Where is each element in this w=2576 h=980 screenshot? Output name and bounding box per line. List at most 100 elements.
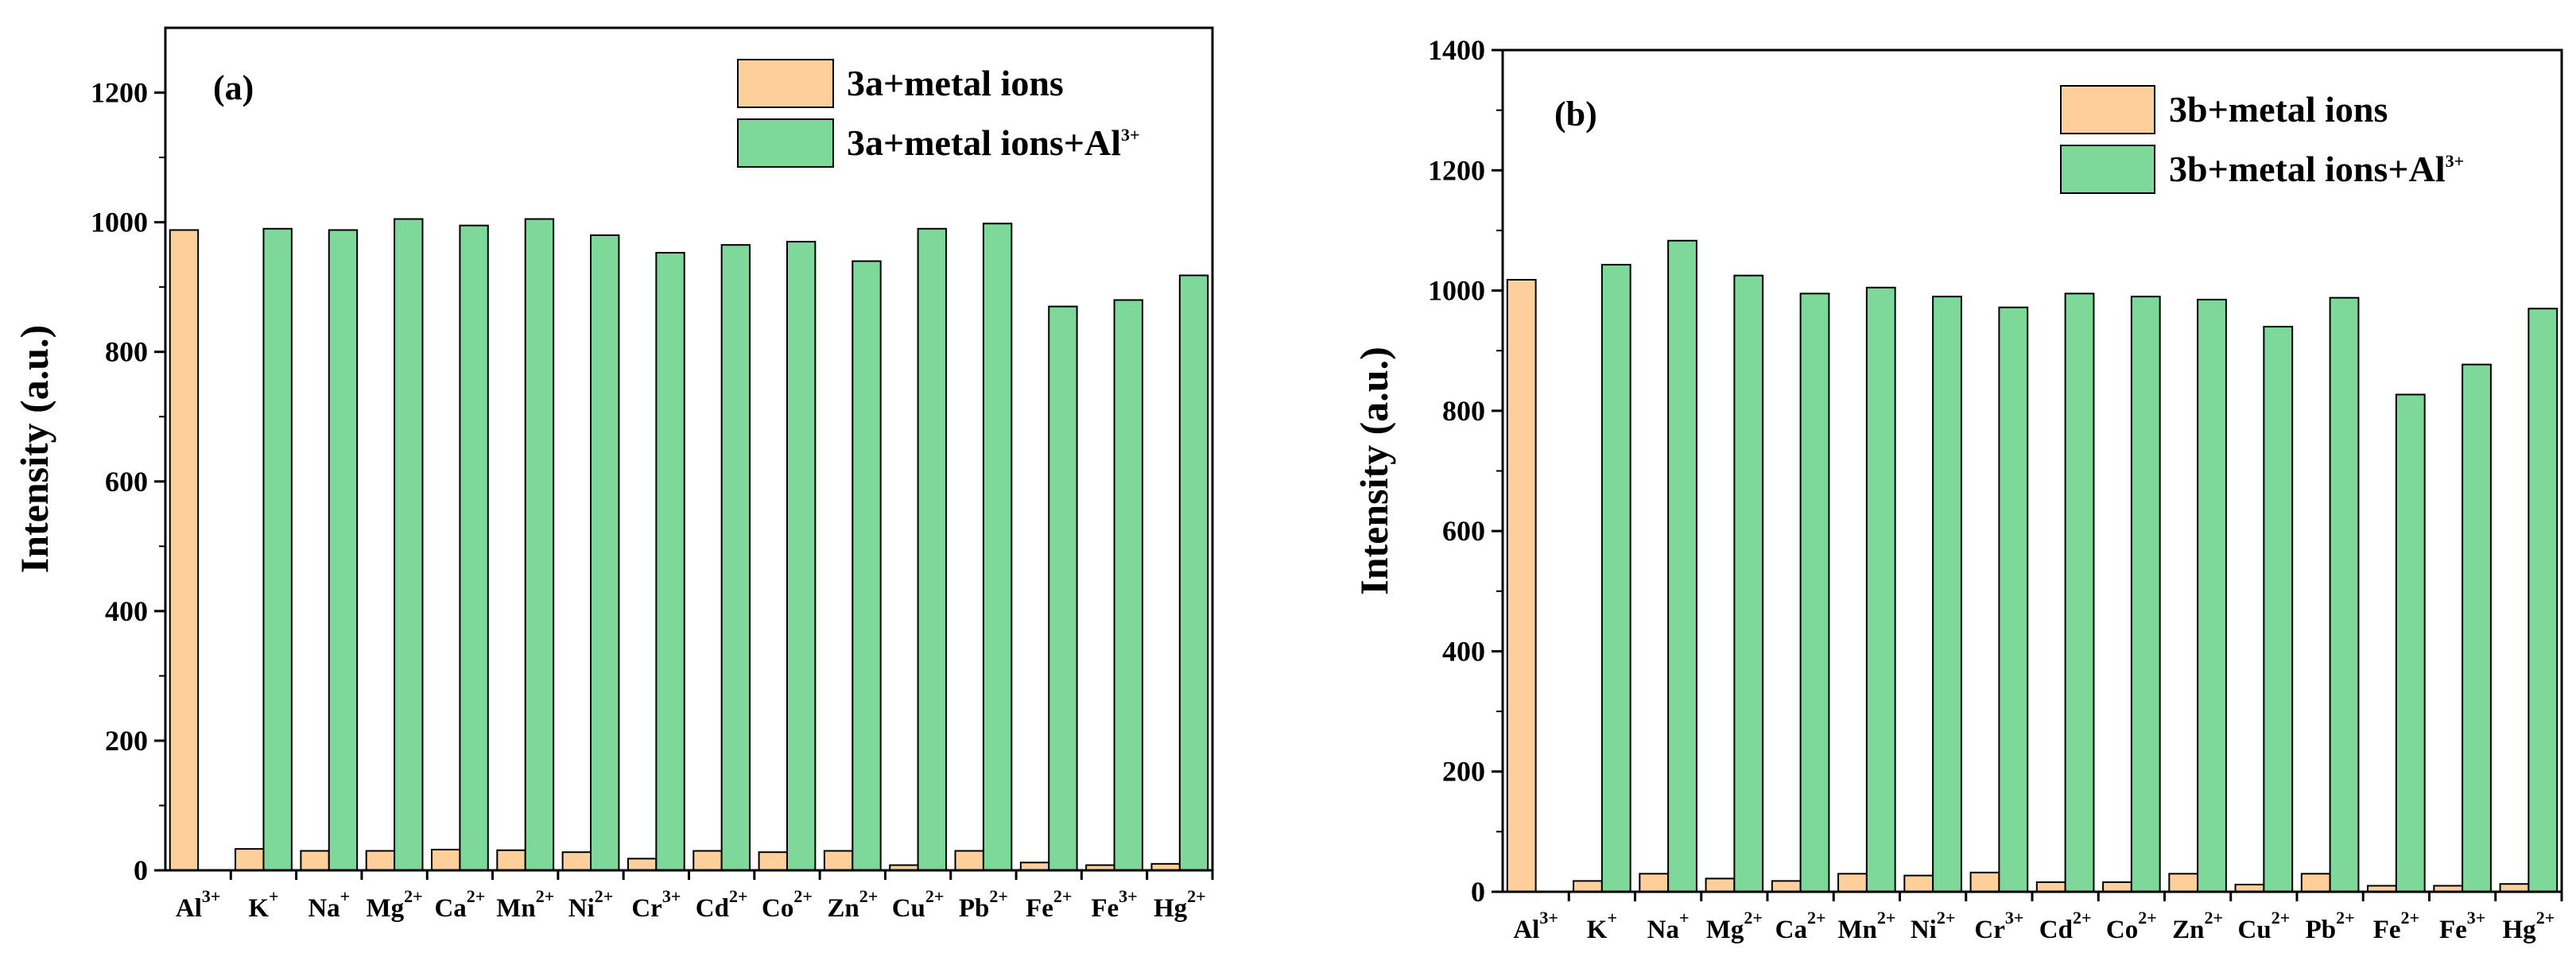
bar-metal-ions-mn-5 [496, 849, 526, 871]
legend-label-1-base: 3b+metal ions+Al [2169, 149, 2446, 189]
bar-metal-ions-cd-8 [692, 850, 723, 871]
x-tick-label-mn-5-sup: 2+ [1877, 908, 1896, 928]
bar-metal-ions-al-k-1 [262, 227, 293, 871]
x-tick-label-hg-15-base: Hg [2503, 916, 2537, 944]
x-tick-label-k-1: K+ [1587, 908, 1617, 944]
x-tick-label-zn-10-base: Zn [827, 894, 859, 923]
y-tick-label: 1400 [1428, 34, 1485, 66]
y-tick-label: 800 [1442, 395, 1485, 427]
x-tick-label-cu-11: Cu2+ [892, 886, 945, 923]
bar-metal-ions-pb-12 [2300, 873, 2331, 893]
y-tick-label: 200 [105, 725, 148, 757]
x-tick-label-zn-10: Zn2+ [2172, 908, 2223, 944]
x-tick-label-pb-12: Pb2+ [959, 886, 1008, 923]
bar-metal-ions-al-fe-14 [1113, 299, 1143, 871]
x-tick-label-mn-5: Mn2+ [496, 886, 554, 923]
x-tick-label-na-2-base: Na [308, 894, 339, 923]
bar-metal-ions-al-cr-7 [1998, 306, 2029, 893]
legend-label-1: 3a+metal ions+Al3+ [847, 122, 1140, 163]
y-tick-label: 1200 [1428, 154, 1485, 186]
x-tick-label-co-9-base: Co [762, 894, 793, 923]
y-tick-label: 400 [105, 595, 148, 627]
x-tick-label-cu-11-base: Cu [2238, 916, 2271, 944]
x-tick-label-cr-7-base: Cr [1974, 916, 2004, 944]
legend-label-1: 3b+metal ions+Al3+ [2169, 149, 2464, 189]
x-tick-label-k-1-sup: + [1607, 908, 1617, 928]
x-tick-label-na-2: Na+ [308, 886, 350, 923]
bar-metal-ions-al-k-1 [1600, 264, 1631, 893]
bar-metal-ions-k-1 [235, 848, 265, 871]
x-tick-label-mn-5-base: Mn [1837, 916, 1877, 944]
plot-frame [1501, 48, 2563, 893]
x-tick-label-al-0: Al3+ [176, 886, 221, 923]
x-tick-label-fe-13-base: Fe [2373, 916, 2401, 944]
y-axis-title: Intensity (a.u.) [12, 325, 56, 574]
bar-metal-ions-al-mn-5 [1865, 286, 1896, 893]
bar-metal-ions-mg-3 [1705, 877, 1736, 893]
y-tick-label: 600 [105, 466, 148, 498]
x-tick-label-ni-6-sup: 2+ [1937, 908, 1956, 928]
x-tick-label-al-0-base: Al [176, 894, 202, 923]
x-tick-label-cr-7-sup: 3+ [2005, 908, 2024, 928]
legend-swatch-1 [2060, 145, 2155, 194]
y-tick-label: 1000 [91, 207, 148, 238]
x-tick-label-zn-10-sup: 2+ [2205, 908, 2224, 928]
x-tick-label-cr-7: Cr3+ [631, 886, 681, 923]
bar-metal-ions-al-ni-6 [590, 234, 620, 871]
x-tick-label-fe-13-base: Fe [1026, 894, 1053, 923]
y-tick-label: 1200 [91, 77, 148, 109]
legend-swatch-0 [2060, 85, 2155, 134]
plot-frame [164, 26, 1214, 872]
bar-metal-ions-ca-4 [431, 848, 461, 872]
bar-metal-ions-al-fe-13 [2395, 393, 2426, 893]
x-tick-label-zn-10-sup: 2+ [859, 886, 879, 906]
x-tick-label-al-0: Al3+ [1513, 908, 1558, 944]
x-tick-label-cd-8-base: Cd [2039, 916, 2073, 944]
x-tick-label-mg-3-base: Mg [1706, 916, 1744, 944]
x-tick-label-ca-4-sup: 2+ [1807, 908, 1826, 928]
x-tick-label-hg-15: Hg2+ [1154, 886, 1206, 923]
legend-label-0-base: 3b+metal ions [2169, 89, 2388, 130]
bar-metal-ions-ni-6 [1903, 874, 1934, 893]
bar-metal-ions-co-9 [758, 851, 788, 871]
legend-label-1-sup: 3+ [2446, 151, 2465, 171]
bar-metal-ions-al-cu-11 [917, 227, 947, 871]
legend-label-0: 3a+metal ions [847, 63, 1064, 103]
x-tick-label-fe-13: Fe2+ [2373, 908, 2419, 944]
x-tick-label-mg-3-sup: 2+ [404, 886, 423, 906]
x-tick-label-mn-5-base: Mn [496, 894, 536, 923]
x-tick-label-hg-15-base: Hg [1154, 894, 1188, 923]
x-tick-label-mg-3-sup: 2+ [1744, 908, 1763, 928]
x-tick-label-cd-8-sup: 2+ [729, 886, 748, 906]
y-tick-label: 400 [1442, 635, 1485, 667]
x-tick-label-pb-12-sup: 2+ [989, 886, 1008, 906]
x-tick-label-cd-8: Cd2+ [2039, 908, 2092, 944]
bar-metal-ions-al-mg-3 [1733, 274, 1764, 893]
y-tick-label: 0 [1471, 876, 1485, 908]
bar-metal-ions-mn-5 [1837, 873, 1868, 893]
bar-metal-ions-ca-4 [1771, 880, 1802, 893]
bar-metal-ions-al-pb-12 [982, 223, 1013, 871]
y-tick-label: 200 [1442, 756, 1485, 788]
bar-metal-ions-al-cr-7 [655, 251, 685, 871]
x-tick-label-mg-3: Mg2+ [1706, 908, 1763, 944]
x-tick-label-fe-14: Fe3+ [2439, 908, 2485, 944]
x-tick-label-pb-12-sup: 2+ [2336, 908, 2355, 928]
bar-metal-ions-al-mn-5 [524, 218, 555, 871]
x-tick-label-mn-5: Mn2+ [1837, 908, 1895, 944]
x-tick-label-cd-8-sup: 2+ [2073, 908, 2092, 928]
x-tick-label-ca-4: Ca2+ [434, 886, 485, 923]
x-tick-label-ni-6-base: Ni [568, 894, 595, 923]
x-tick-label-fe-13: Fe2+ [1026, 886, 1072, 923]
bar-metal-ions-al-cd-8 [2064, 292, 2095, 893]
bar-metal-ions-al-fe-14 [2462, 363, 2492, 893]
bar-metal-ions-pb-12 [954, 850, 984, 871]
x-tick-label-pb-12-base: Pb [2306, 916, 2337, 944]
bar-metal-ions-al-cu-11 [2263, 325, 2294, 893]
x-tick-label-na-2-sup: + [1679, 908, 1690, 928]
bar-metal-ions-ni-6 [561, 851, 592, 871]
x-tick-label-co-9: Co2+ [762, 886, 813, 923]
x-tick-label-al-0-sup: 3+ [202, 886, 221, 906]
